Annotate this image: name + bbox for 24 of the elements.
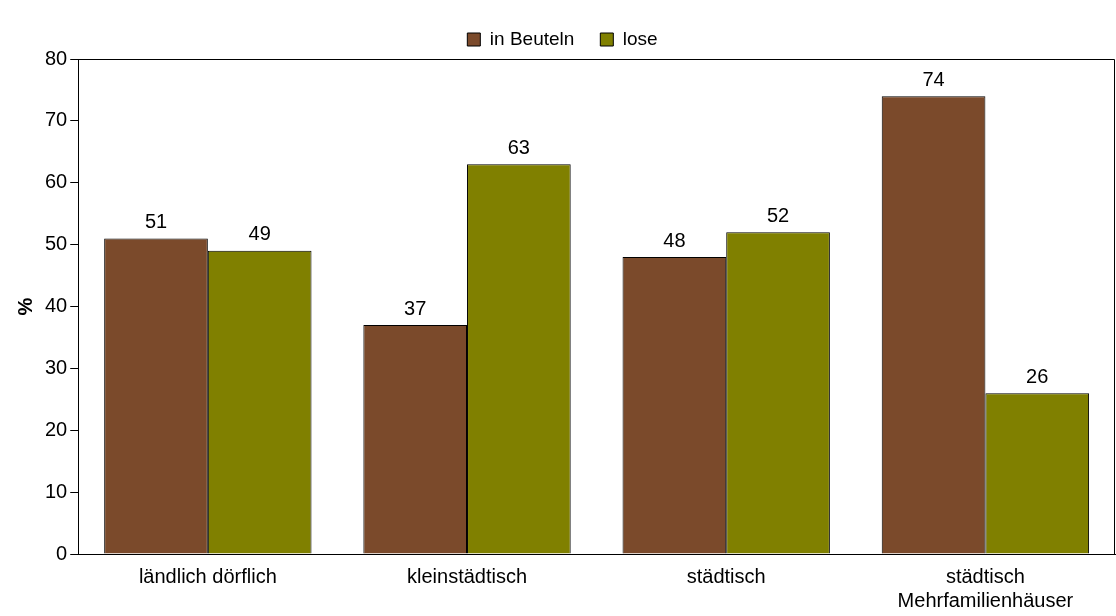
data-label: 51: [144, 209, 168, 232]
x-tick-label: ländlich dörflich: [138, 564, 277, 587]
legend-label: in Beuteln: [489, 27, 575, 49]
data-label: 52: [766, 203, 790, 226]
legend-label: lose: [622, 27, 658, 49]
y-tick-label: 80: [45, 46, 68, 69]
data-label: 48: [663, 228, 686, 251]
x-tick-label: kleinstädtisch: [407, 564, 528, 587]
y-tick-label: 0: [56, 541, 68, 564]
y-axis-title: %: [13, 297, 36, 316]
y-tick-label: 40: [45, 294, 68, 317]
y-tick-label: 60: [45, 170, 68, 193]
data-label: 63: [507, 135, 530, 158]
y-tick-label: 30: [45, 355, 68, 378]
y-tick-label: 20: [45, 417, 68, 440]
y-tick-label: 70: [45, 108, 68, 131]
data-label: 37: [404, 296, 427, 319]
x-tick-label: städtisch: [686, 564, 766, 587]
data-label: 74: [922, 67, 945, 90]
data-label: 49: [248, 222, 271, 245]
data-label: 26: [1026, 364, 1049, 387]
x-tick-label: städtisch Mehrfamilienhäuser: [897, 564, 1074, 611]
y-tick-label: 50: [45, 232, 68, 255]
y-tick-label: 10: [45, 479, 68, 502]
